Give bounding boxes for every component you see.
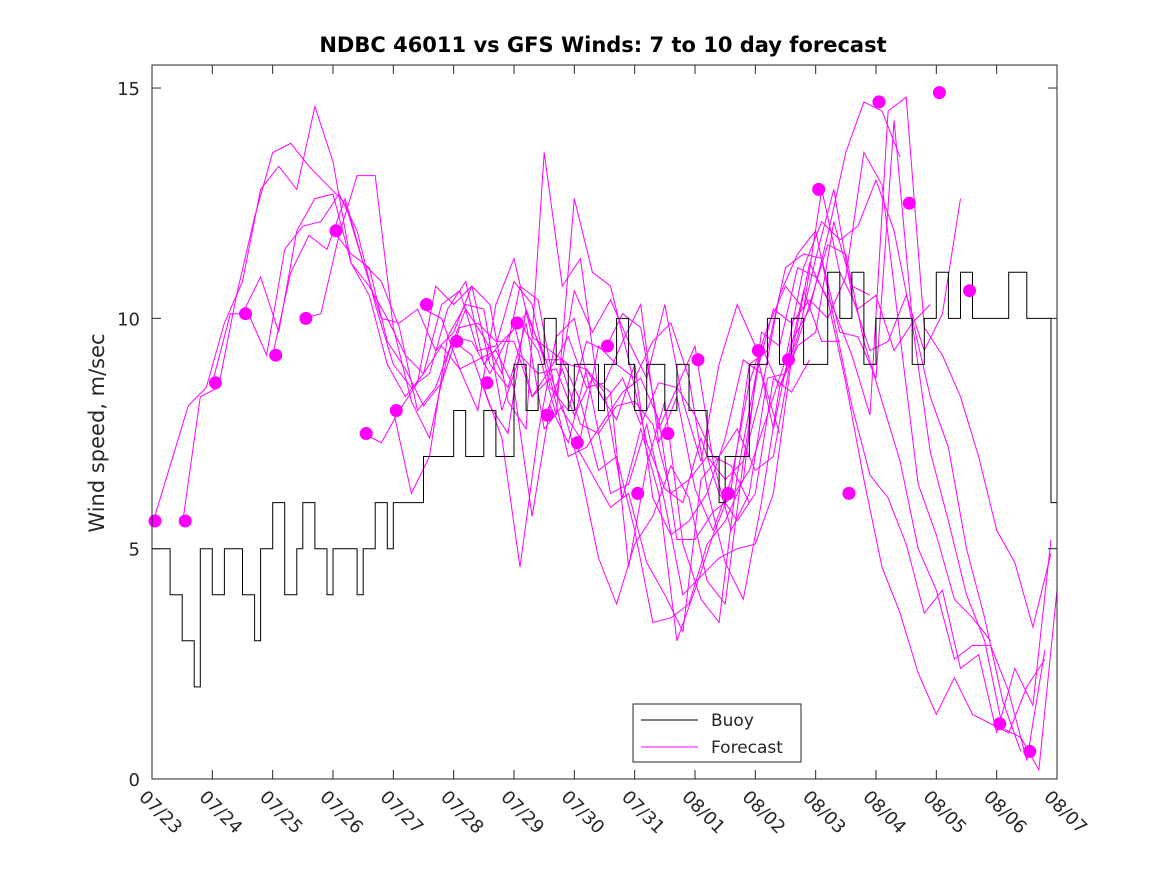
forecast-marker: [932, 86, 946, 100]
forecast-marker: [359, 427, 373, 440]
forecast-marker: [902, 196, 916, 210]
plot-area: [148, 86, 1057, 772]
forecast-marker: [299, 311, 313, 325]
forecast-marker: [329, 224, 343, 238]
legend-forecast-label: Forecast: [711, 738, 783, 758]
forecast-marker: [782, 353, 795, 367]
forecast-marker: [691, 353, 705, 367]
y-tick-label: 10: [117, 309, 140, 330]
forecast-marker: [510, 316, 524, 330]
y-tick-label: 5: [129, 540, 140, 561]
forecast-marker: [661, 427, 675, 440]
buoy-line: [152, 271, 1057, 688]
forecast-line-1: [152, 104, 750, 526]
y-axis-ticks: 0 5 10 15: [117, 79, 1057, 791]
forecast-line-5: [272, 196, 871, 601]
forecast-marker: [480, 376, 494, 390]
forecast-line-9: [392, 150, 991, 642]
forecast-marker: [751, 344, 765, 358]
legend: Buoy Forecast: [632, 703, 802, 763]
legend-box: [632, 703, 802, 763]
forecast-line-11: [453, 96, 1052, 629]
y-tick-label: 15: [117, 79, 140, 100]
y-tick-label: 0: [129, 770, 140, 791]
forecast-marker: [239, 307, 252, 321]
forecast-line-14: [543, 229, 1052, 734]
forecast-marker: [178, 514, 192, 528]
forecast-marker: [631, 486, 645, 500]
y-axis-label: Wind speed, m/sec: [85, 333, 109, 532]
forecast-marker: [842, 486, 856, 500]
chart-title: NDBC 46011 vs GFS Winds: 7 to 10 day for…: [319, 33, 886, 57]
forecast-marker: [420, 298, 433, 311]
forecast-marker: [389, 404, 403, 417]
buoy-series-line: [152, 271, 1057, 688]
forecast-line-12: [483, 243, 1046, 761]
forecast-marker: [721, 486, 735, 500]
forecast-markers: [148, 86, 1037, 758]
forecast-marker: [148, 514, 162, 528]
forecast-marker: [963, 284, 976, 298]
forecast-marker: [1023, 744, 1037, 758]
forecast-marker: [269, 348, 283, 362]
forecast-marker: [812, 182, 826, 196]
forecast-marker: [601, 339, 614, 353]
axes-box: [151, 64, 1058, 780]
forecast-marker: [208, 376, 222, 390]
forecast-line-10: [423, 120, 1022, 752]
forecast-marker: [540, 408, 554, 422]
legend-buoy-label: Buoy: [711, 711, 754, 731]
forecast-line-15: [573, 261, 1046, 734]
forecast-marker: [570, 436, 584, 450]
forecast-marker: [450, 334, 464, 348]
forecast-line-2: [181, 142, 780, 536]
forecast-marker: [872, 95, 886, 109]
forecast-marker: [993, 717, 1007, 731]
